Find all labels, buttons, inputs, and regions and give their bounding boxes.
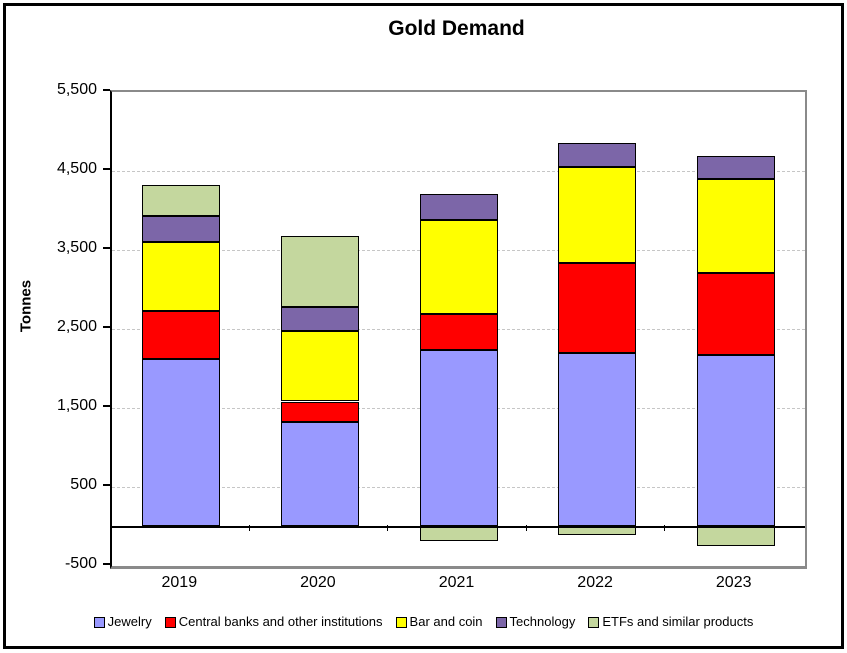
bar-2022-jewelry [558,353,637,527]
legend-item-etfs-and-similar-products: ETFs and similar products [588,615,753,629]
bar-2019-jewelry [142,358,221,527]
legend-label-bar-and-coin: Bar and coin [409,614,483,629]
bar-2019-central-banks-and-other-institutions [142,311,221,359]
y-axis-label-1500: 1,500 [56,397,97,414]
bar-2022-technology [558,142,637,168]
legend-item-bar-and-coin: Bar and coin [395,614,483,629]
legend-swatch-technology [495,616,507,628]
y-axis-tick-5500 [103,89,110,91]
legend-item-technology: Technology [495,614,576,629]
bar-2020-etfs-and-similar-products [280,236,359,307]
chart-title: Gold Demand [388,17,525,40]
bar-2022-central-banks-and-other-institutions [558,263,637,354]
bar-2022-etfs-and-similar-products [558,526,637,536]
bar-2020-technology [280,306,359,331]
bar-2023-central-banks-and-other-institutions [696,273,775,356]
y-axis-tick-3500 [103,247,110,249]
legend-label-technology: Technology [509,614,576,629]
bar-2019-bar-and-coin [142,242,221,311]
bar-2023-etfs-and-similar-products [696,526,775,546]
plot-area [110,90,807,569]
bar-2020-bar-and-coin [280,330,359,402]
x-axis-tick-3 [525,524,527,531]
y-axis-tick-1500 [103,405,110,407]
bar-2021-bar-and-coin [419,219,498,314]
y-axis-label-4500: 4,500 [56,160,97,177]
x-axis-tick-2 [387,524,389,531]
x-axis-tick-1 [248,524,250,531]
legend-label-jewelry: Jewelry [107,614,152,629]
bar-2021-technology [419,193,498,220]
legend-item-jewelry: Jewelry [93,614,152,629]
legend-swatch-jewelry [93,616,105,628]
legend-swatch-etfs-and-similar-products [588,616,600,628]
bar-2021-etfs-and-similar-products [419,526,498,542]
y-axis-tick-2500 [103,326,110,328]
y-axis-tick-500 [103,484,110,486]
x-axis-label-2022: 2022 [577,574,613,591]
x-axis-tick-4 [664,524,666,531]
chart-legend: Jewelry Central banks and other instituti… [0,615,847,629]
y-axis-label-3500: 3,500 [56,239,97,256]
bar-2019-technology [142,216,221,243]
y-axis-label-500: 500 [70,476,97,493]
x-axis-label-2023: 2023 [715,574,752,591]
bar-2021-central-banks-and-other-institutions [419,313,498,351]
y-axis-label-5500: 5,500 [56,81,97,98]
bar-2023-jewelry [696,355,775,527]
bar-2020-jewelry [280,421,359,527]
y-axis-tick-4500 [103,168,110,170]
bar-2021-jewelry [419,350,498,527]
y-axis-label--500: -500 [64,555,97,572]
x-axis-label-2020: 2020 [300,574,336,591]
bar-2023-bar-and-coin [696,179,775,274]
legend-item-central-banks-and-other-institutions: Central banks and other institutions [164,614,383,629]
bar-2023-technology [696,155,775,180]
x-axis-label-2019: 2019 [161,574,198,591]
bar-2019-etfs-and-similar-products [142,184,221,217]
legend-label-central-banks-and-other-institutions: Central banks and other institutions [178,614,383,629]
legend-label-etfs-and-similar-products: ETFs and similar products [602,614,754,629]
gridline-4500 [112,171,805,172]
y-axis-tick--500 [103,563,110,565]
legend-swatch-bar-and-coin [395,616,407,628]
y-axis-label-2500: 2,500 [56,318,97,335]
legend-swatch-central-banks-and-other-institutions [164,616,176,628]
bar-2022-bar-and-coin [558,167,637,264]
bar-2020-central-banks-and-other-institutions [280,401,359,422]
x-axis-label-2021: 2021 [438,574,475,591]
